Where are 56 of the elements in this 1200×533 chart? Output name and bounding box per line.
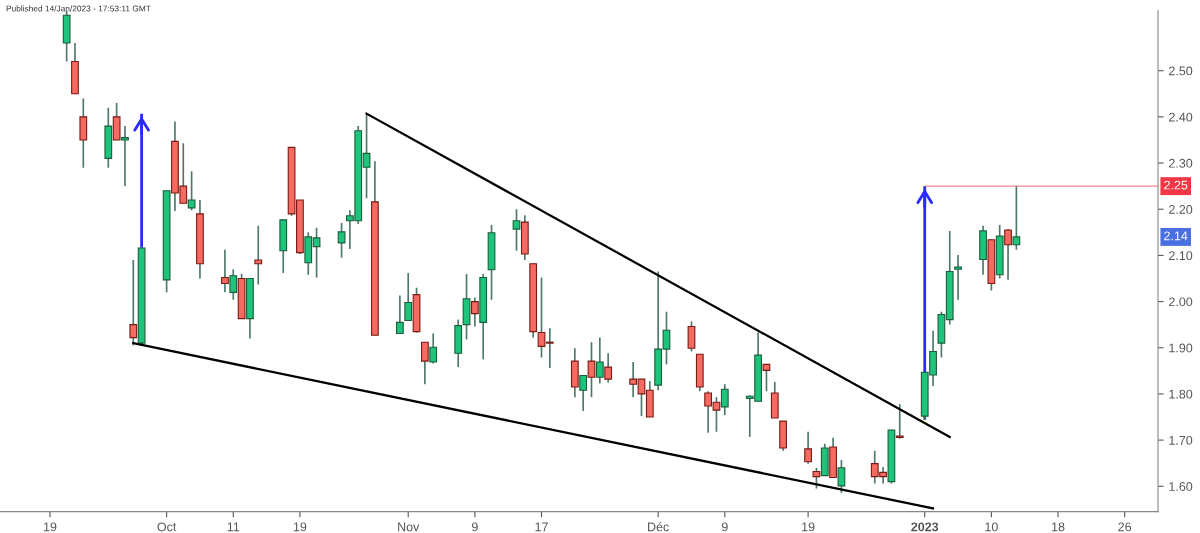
y-tick-label: 1.60 (1169, 482, 1193, 491)
candlestick (470, 296, 479, 328)
candlestick (587, 341, 596, 398)
x-tick-label: 11 (227, 522, 240, 532)
annotation: 2.14 (1164, 231, 1188, 241)
x-tick-label: Déc (648, 521, 669, 532)
candlestick (420, 341, 429, 386)
candlestick (687, 320, 696, 353)
candlestick (221, 249, 229, 294)
y-tick-label: 2.50 (1169, 66, 1193, 76)
x-tick-label: 17 (535, 522, 548, 532)
ref-line-label: 2.25 (1164, 180, 1188, 190)
candlestick (804, 430, 812, 465)
x-tick-label: 18 (1052, 522, 1065, 532)
candlestick (121, 125, 129, 187)
candlestick (837, 459, 846, 494)
y-tick-label: 2.10 (1169, 251, 1193, 261)
candlestick (762, 363, 771, 392)
candlestick (604, 352, 613, 384)
candlestick (129, 259, 138, 347)
y-tick-label: 2.30 (1169, 158, 1193, 168)
candlestick (1004, 228, 1012, 281)
y-tick-label: 2.20 (1169, 205, 1193, 214)
x-tick-label: 19 (43, 522, 57, 532)
y-tick-label: 1.80 (1169, 389, 1193, 399)
x-tick-label: 19 (802, 522, 815, 532)
candlestick (720, 383, 729, 417)
x-tick-label: 26 (1118, 522, 1132, 532)
candlestick (79, 97, 88, 169)
x-tick-label: 2023 (911, 522, 939, 532)
candlestick (954, 254, 962, 301)
y-tick-label: 2.40 (1169, 112, 1193, 122)
y-tick-label: 2.00 (1169, 297, 1193, 307)
candlestick (404, 272, 413, 322)
candlestick (1012, 185, 1021, 251)
candlestick (812, 466, 821, 490)
candlestick (395, 294, 404, 335)
candlestick (229, 268, 238, 301)
candlestick (187, 170, 196, 211)
candlestick (254, 225, 263, 286)
candlestick (595, 336, 604, 385)
candlestick (579, 374, 588, 412)
candlestick (512, 208, 521, 252)
annotation: Published 14/Jan/2023 - 17:53:11 GMT (6, 5, 151, 12)
x-tick-label: Nov (398, 522, 420, 532)
y-tick-label: 1.90 (1169, 343, 1193, 353)
candlestick (429, 332, 438, 365)
x-tick-label: 19 (293, 522, 307, 532)
y-tick-label: 1.70 (1169, 435, 1193, 445)
x-tick-label: Oct (157, 522, 177, 532)
x-tick-label: 9 (721, 522, 728, 532)
candlestick (337, 222, 346, 259)
x-tick-label: 10 (985, 522, 998, 532)
candlestick (112, 102, 121, 141)
candlestick (895, 403, 904, 440)
x-tick-label: 9 (471, 522, 478, 532)
